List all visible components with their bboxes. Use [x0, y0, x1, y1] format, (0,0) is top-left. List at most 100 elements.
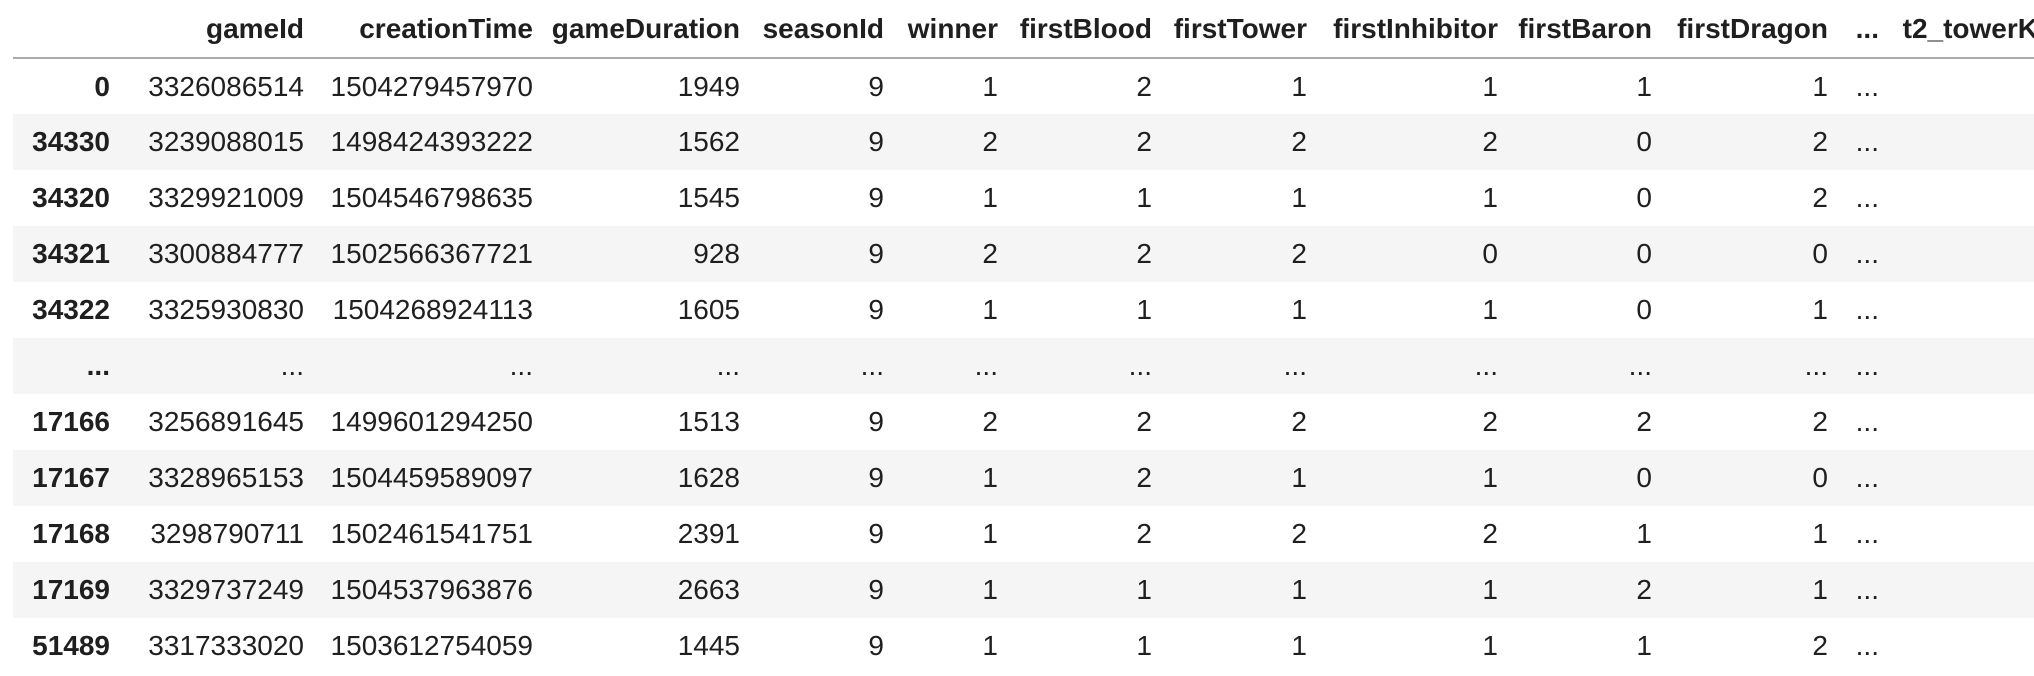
cell: ... [1855, 126, 1879, 157]
cell: 1 [1136, 630, 1152, 661]
cell: 1504268924113 [332, 294, 533, 325]
table-row: 51489 3317333020 1503612754059 1445 9 1 1 1 1 1 2.… [13, 618, 2034, 674]
cell: ... [1855, 182, 1879, 213]
cell: 1 [1812, 518, 1828, 549]
cell: ... [509, 350, 533, 381]
cell: 1502566367721 [330, 238, 533, 269]
cell [1879, 394, 2034, 450]
cell: 3325930830 [148, 294, 304, 325]
cell: 0 [1812, 238, 1828, 269]
cell: 1503612754059 [330, 630, 533, 661]
table-row: 17166 3256891645 1499601294250 1513 9 2 2 2 2 2 2.… [13, 394, 2034, 450]
cell: 1502461541751 [330, 518, 533, 549]
row-index: 17169 [32, 574, 110, 605]
cell: 0 [1812, 462, 1828, 493]
cell: ... [1855, 406, 1879, 437]
row-index: 17166 [32, 406, 110, 437]
cell: 2 [1136, 238, 1152, 269]
cell: 1 [1812, 574, 1828, 605]
cell: ... [1804, 350, 1828, 381]
cell: 2 [1291, 406, 1307, 437]
cell: 1504459589097 [330, 462, 533, 493]
cell [1879, 618, 2034, 674]
table-row: 34321 3300884777 1502566367721 928 9 2 2 2 0 0 0..… [13, 226, 2034, 282]
cell: 9 [868, 630, 884, 661]
cell: 1 [1636, 630, 1652, 661]
table-row: 17168 3298790711 1502461541751 2391 9 1 2 2 2 1 1.… [13, 506, 2034, 562]
cell: 2 [1136, 406, 1152, 437]
cell: 1 [1482, 182, 1498, 213]
cell: 2 [1291, 518, 1307, 549]
cell: 2 [1136, 126, 1152, 157]
cell: 1 [1291, 630, 1307, 661]
cell: 0 [1482, 238, 1498, 269]
column-header: t2_towerK [1879, 0, 2034, 59]
cell: 1 [1136, 294, 1152, 325]
cell: 9 [868, 182, 884, 213]
cell: 3300884777 [148, 238, 304, 269]
cell: 2 [982, 126, 998, 157]
cell: 1 [1291, 70, 1307, 102]
cell [1879, 226, 2034, 282]
cell [1879, 170, 2034, 226]
cell: ... [1474, 350, 1498, 381]
column-header: seasonId [740, 0, 884, 59]
table-header: gameId creationTime gameDuration seasonId wi… [13, 0, 2034, 59]
cell [1879, 338, 2034, 394]
column-header: gameDuration [533, 0, 740, 59]
cell: 3329737249 [148, 574, 304, 605]
cell: 2391 [677, 518, 740, 549]
cell: 1504537963876 [330, 574, 533, 605]
dataframe-table: gameId creationTime gameDuration seasonId wi… [13, 0, 2034, 674]
cell: 3329921009 [148, 182, 304, 213]
cell: 1 [1482, 630, 1498, 661]
cell [1879, 450, 2034, 506]
cell: 3317333020 [148, 630, 304, 661]
cell: 1 [1291, 462, 1307, 493]
cell: 2 [1812, 630, 1828, 661]
cell: 1562 [677, 126, 740, 157]
cell: 2 [982, 238, 998, 269]
cell: 928 [693, 238, 740, 269]
cell: 3328965153 [148, 462, 304, 493]
cell [1879, 506, 2034, 562]
cell: 1 [1482, 294, 1498, 325]
index-column-header [13, 0, 110, 59]
cell: 1 [982, 294, 998, 325]
cell: 2663 [677, 574, 740, 605]
table-row: 34322 3325930830 1504268924113 1605 9 1 1 1 1 0 1.… [13, 282, 2034, 338]
cell: 3326086514 [148, 70, 304, 102]
cell: 2 [1636, 574, 1652, 605]
row-index: 34321 [32, 238, 110, 269]
cell: 9 [868, 406, 884, 437]
cell: 1 [1136, 574, 1152, 605]
row-index: 17167 [32, 462, 110, 493]
table-row: 34330 3239088015 1498424393222 1562 9 2 2 2 2 0 2.… [13, 114, 2034, 170]
row-index: 34330 [32, 126, 110, 157]
cell: 1 [1482, 462, 1498, 493]
cell: 2 [1812, 182, 1828, 213]
table-row: 17169 3329737249 1504537963876 2663 9 1 1 1 1 2 1.… [13, 562, 2034, 618]
cell [1879, 282, 2034, 338]
row-index: 34320 [32, 182, 110, 213]
cell: 9 [868, 70, 884, 102]
cell: 1513 [677, 406, 740, 437]
column-header: gameId [110, 0, 304, 59]
cell: ... [1855, 294, 1879, 325]
cell: 1504279457970 [330, 70, 533, 102]
cell: 9 [868, 574, 884, 605]
cell: 2 [1482, 518, 1498, 549]
cell: ... [1283, 350, 1307, 381]
cell: 2 [1482, 406, 1498, 437]
cell: 2 [1812, 126, 1828, 157]
table-row: 17167 3328965153 1504459589097 1628 9 1 2 1 1 0 0.… [13, 450, 2034, 506]
cell: 1 [1636, 70, 1652, 102]
header-row: gameId creationTime gameDuration seasonId wi… [13, 0, 2034, 59]
cell: 3239088015 [148, 126, 304, 157]
cell: 9 [868, 294, 884, 325]
cell: 2 [1136, 70, 1152, 102]
table-row: .................................... [13, 338, 2034, 394]
cell [1879, 58, 2034, 114]
cell: 3256891645 [148, 406, 304, 437]
